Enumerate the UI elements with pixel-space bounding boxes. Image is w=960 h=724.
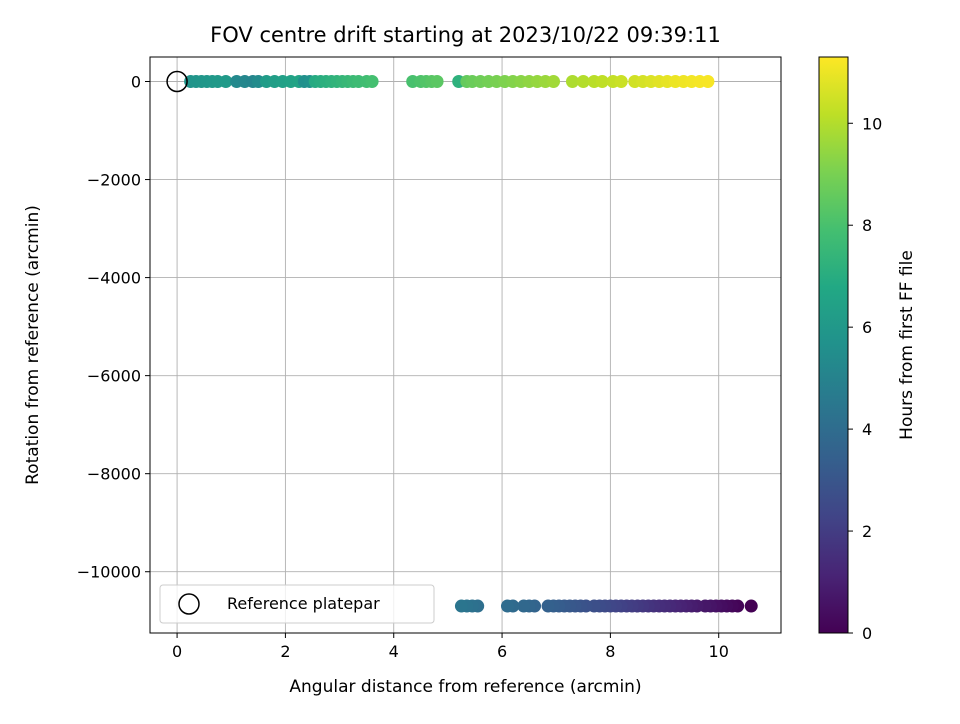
data-point <box>547 75 561 89</box>
y-tick-label: 0 <box>131 73 141 92</box>
x-tick-label: 8 <box>605 642 615 661</box>
grid-lines <box>150 57 781 633</box>
data-point <box>565 75 579 89</box>
y-tick-label: −10000 <box>77 563 141 582</box>
data-point <box>219 75 233 89</box>
data-point <box>454 599 468 613</box>
data-point <box>500 599 514 613</box>
x-tick-label: 2 <box>280 642 290 661</box>
chart-title: FOV centre drift starting at 2023/10/22 … <box>210 23 721 47</box>
data-point <box>541 599 555 613</box>
reference-point-marker <box>166 70 188 93</box>
colorbar-ticks: 0 2 4 6 8 10 <box>848 114 882 643</box>
plot-frame <box>149 56 782 634</box>
y-tick-label: −2000 <box>87 171 141 190</box>
legend-entry-reference-platepar: Reference platepar <box>227 594 380 613</box>
colorbar-label: Hours from first FF file <box>897 250 917 440</box>
x-tick-label: 0 <box>172 642 182 661</box>
data-point <box>517 599 531 613</box>
data-point <box>576 75 590 89</box>
x-tick-label: 4 <box>389 642 399 661</box>
colorbar-tick-label: 8 <box>862 216 872 235</box>
y-tick-label: −6000 <box>87 367 141 386</box>
x-tick-label: 6 <box>497 642 507 661</box>
x-axis-ticks: 0 2 4 6 8 10 <box>172 633 729 661</box>
legend: Reference platepar <box>159 584 435 624</box>
data-point <box>595 75 609 89</box>
data-point <box>701 75 715 89</box>
colorbar-gradient <box>818 56 849 634</box>
legend-box <box>159 584 435 624</box>
colorbar: 0 2 4 6 8 10 Hours from first FF file <box>818 56 917 643</box>
y-tick-label: −4000 <box>87 269 141 288</box>
colorbar-tick-label: 10 <box>862 114 882 133</box>
data-point <box>614 75 628 89</box>
data-point <box>744 599 758 613</box>
data-points <box>184 75 758 613</box>
colorbar-tick-label: 0 <box>862 624 872 643</box>
x-axis-label: Angular distance from reference (arcmin) <box>289 677 641 697</box>
y-axis-label: Rotation from reference (arcmin) <box>23 205 43 485</box>
colorbar-tick-label: 2 <box>862 522 872 541</box>
legend-reference-marker <box>178 593 200 615</box>
y-tick-label: −8000 <box>87 465 141 484</box>
data-point <box>365 75 379 89</box>
colorbar-tick-label: 4 <box>862 420 872 439</box>
y-axis-ticks: 0 −2000 −4000 −6000 −8000 −10000 <box>77 73 150 582</box>
data-point <box>430 75 444 89</box>
colorbar-tick-label: 6 <box>862 318 872 337</box>
x-tick-label: 10 <box>709 642 729 661</box>
